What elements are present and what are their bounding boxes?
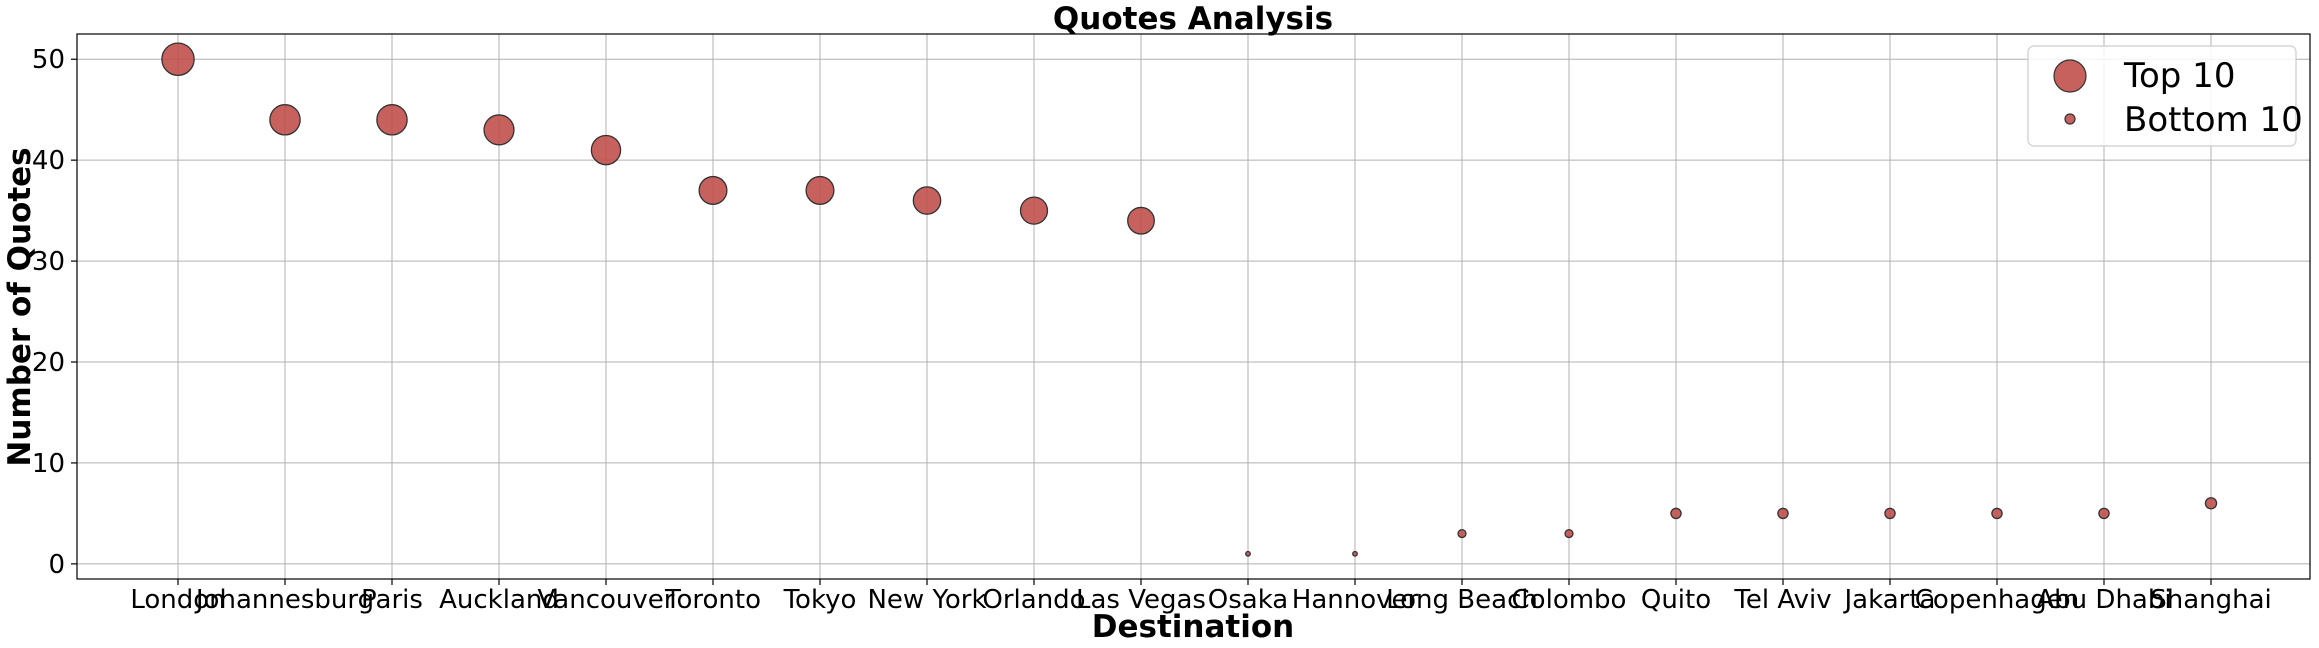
grid-lines: [77, 34, 2310, 579]
point-johannesburg: [269, 104, 301, 136]
point-new-york: [912, 186, 942, 215]
x-tick-label-paris: Paris: [361, 585, 423, 615]
point-las-vegas: [1127, 206, 1155, 235]
x-tick-label-shanghai: Shanghai: [2150, 585, 2272, 615]
x-tick-label-colombo: Colombo: [1512, 585, 1627, 615]
x-tick-label-tokyo: Tokyo: [783, 585, 857, 615]
x-tick-label-orlando: Orlando: [982, 585, 1085, 615]
x-tick-label-johannesburg: Johannesburg: [194, 585, 374, 615]
x-tick-label-hannover: Hannover: [1292, 585, 1419, 615]
legend-label-top-10: Top 10: [2123, 56, 2235, 96]
data-points: [161, 42, 2218, 557]
point-copenhagen: [1991, 507, 2003, 520]
y-tick-label-50: 50: [32, 45, 65, 75]
point-shanghai: [2204, 497, 2218, 510]
y-tick-label-30: 30: [32, 247, 65, 277]
point-colombo: [1564, 528, 1574, 539]
chart-title: Quotes Analysis: [1053, 1, 1333, 37]
plot-area-frame: [76, 33, 2311, 580]
x-tick-label-quito: Quito: [1641, 585, 1711, 615]
y-tick-label-10: 10: [32, 449, 65, 479]
x-tick-label-las-vegas: Las Vegas: [1076, 585, 1206, 615]
point-vancouver: [590, 134, 622, 166]
y-tick-label-0: 0: [48, 550, 65, 580]
legend-label-bottom-10: Bottom 10: [2124, 100, 2303, 140]
y-tick-label-20: 20: [32, 348, 65, 378]
x-tick-label-auckland: Auckland: [439, 585, 559, 615]
y-axis-ticks: 0 10 20 30 40 50: [32, 45, 77, 580]
x-tick-label-jakarta: Jakarta: [1843, 585, 1936, 615]
point-tokyo: [805, 175, 835, 205]
y-tick-label-40: 40: [32, 146, 65, 176]
point-hannover: [1352, 550, 1358, 557]
legend-marker-top-10: [2053, 59, 2087, 93]
x-tick-label-vancouver: Vancouver: [538, 585, 675, 615]
point-quito: [1670, 507, 1682, 520]
point-jakarta: [1884, 507, 1896, 520]
point-osaka: [1245, 550, 1251, 557]
point-abu-dhabi: [2098, 507, 2110, 520]
point-tel-aviv: [1777, 507, 1789, 520]
x-tick-label-long-beach: Long Beach: [1386, 585, 1538, 615]
x-tick-label-copenhagen: Copenhagen: [1915, 585, 2079, 615]
point-long-beach: [1457, 528, 1467, 539]
point-paris: [376, 104, 408, 136]
legend: Top 10 Bottom 10: [2027, 45, 2303, 147]
x-tick-label-osaka: Osaka: [1208, 585, 1288, 615]
x-tick-label-toronto: Toronto: [664, 585, 761, 615]
legend-frame: [2027, 45, 2297, 147]
point-toronto: [698, 175, 728, 205]
x-tick-label-london: London: [130, 585, 225, 615]
y-axis-title: Number of Quotes: [2, 147, 38, 466]
x-tick-label-tel-aviv: Tel Aviv: [1733, 585, 1831, 615]
x-axis-title: Destination: [1092, 609, 1294, 645]
point-london: [161, 42, 195, 77]
x-tick-label-new-york: New York: [867, 585, 986, 615]
point-orlando: [1019, 196, 1049, 225]
x-tick-label-abu-dhabi: Abu Dhabi: [2036, 585, 2171, 615]
point-auckland: [483, 114, 515, 146]
legend-marker-bottom-10: [2064, 113, 2076, 125]
